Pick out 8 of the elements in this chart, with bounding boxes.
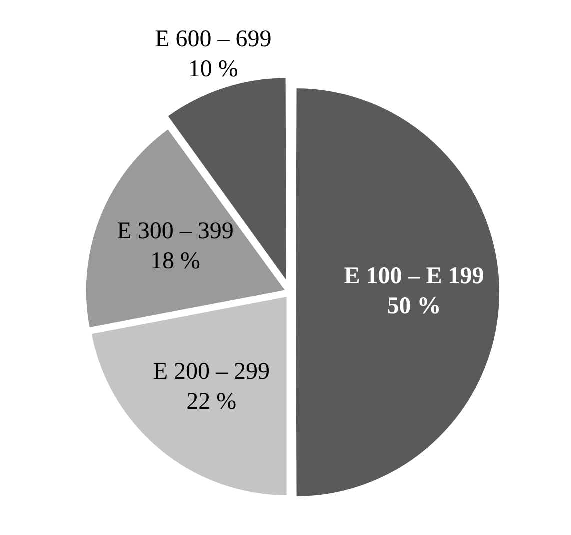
data-label: 10 % bbox=[188, 56, 238, 83]
slice-label: E 300 – 399 bbox=[117, 218, 234, 244]
slice-label: E 200 – 299 bbox=[153, 359, 270, 386]
data-label: 50 % bbox=[387, 294, 442, 320]
slice-label: E 100 – E 199 bbox=[344, 264, 484, 290]
slice-label: E 600 – 699 bbox=[155, 26, 272, 53]
data-label: 22 % bbox=[186, 389, 237, 416]
data-label: 18 % bbox=[150, 248, 200, 274]
